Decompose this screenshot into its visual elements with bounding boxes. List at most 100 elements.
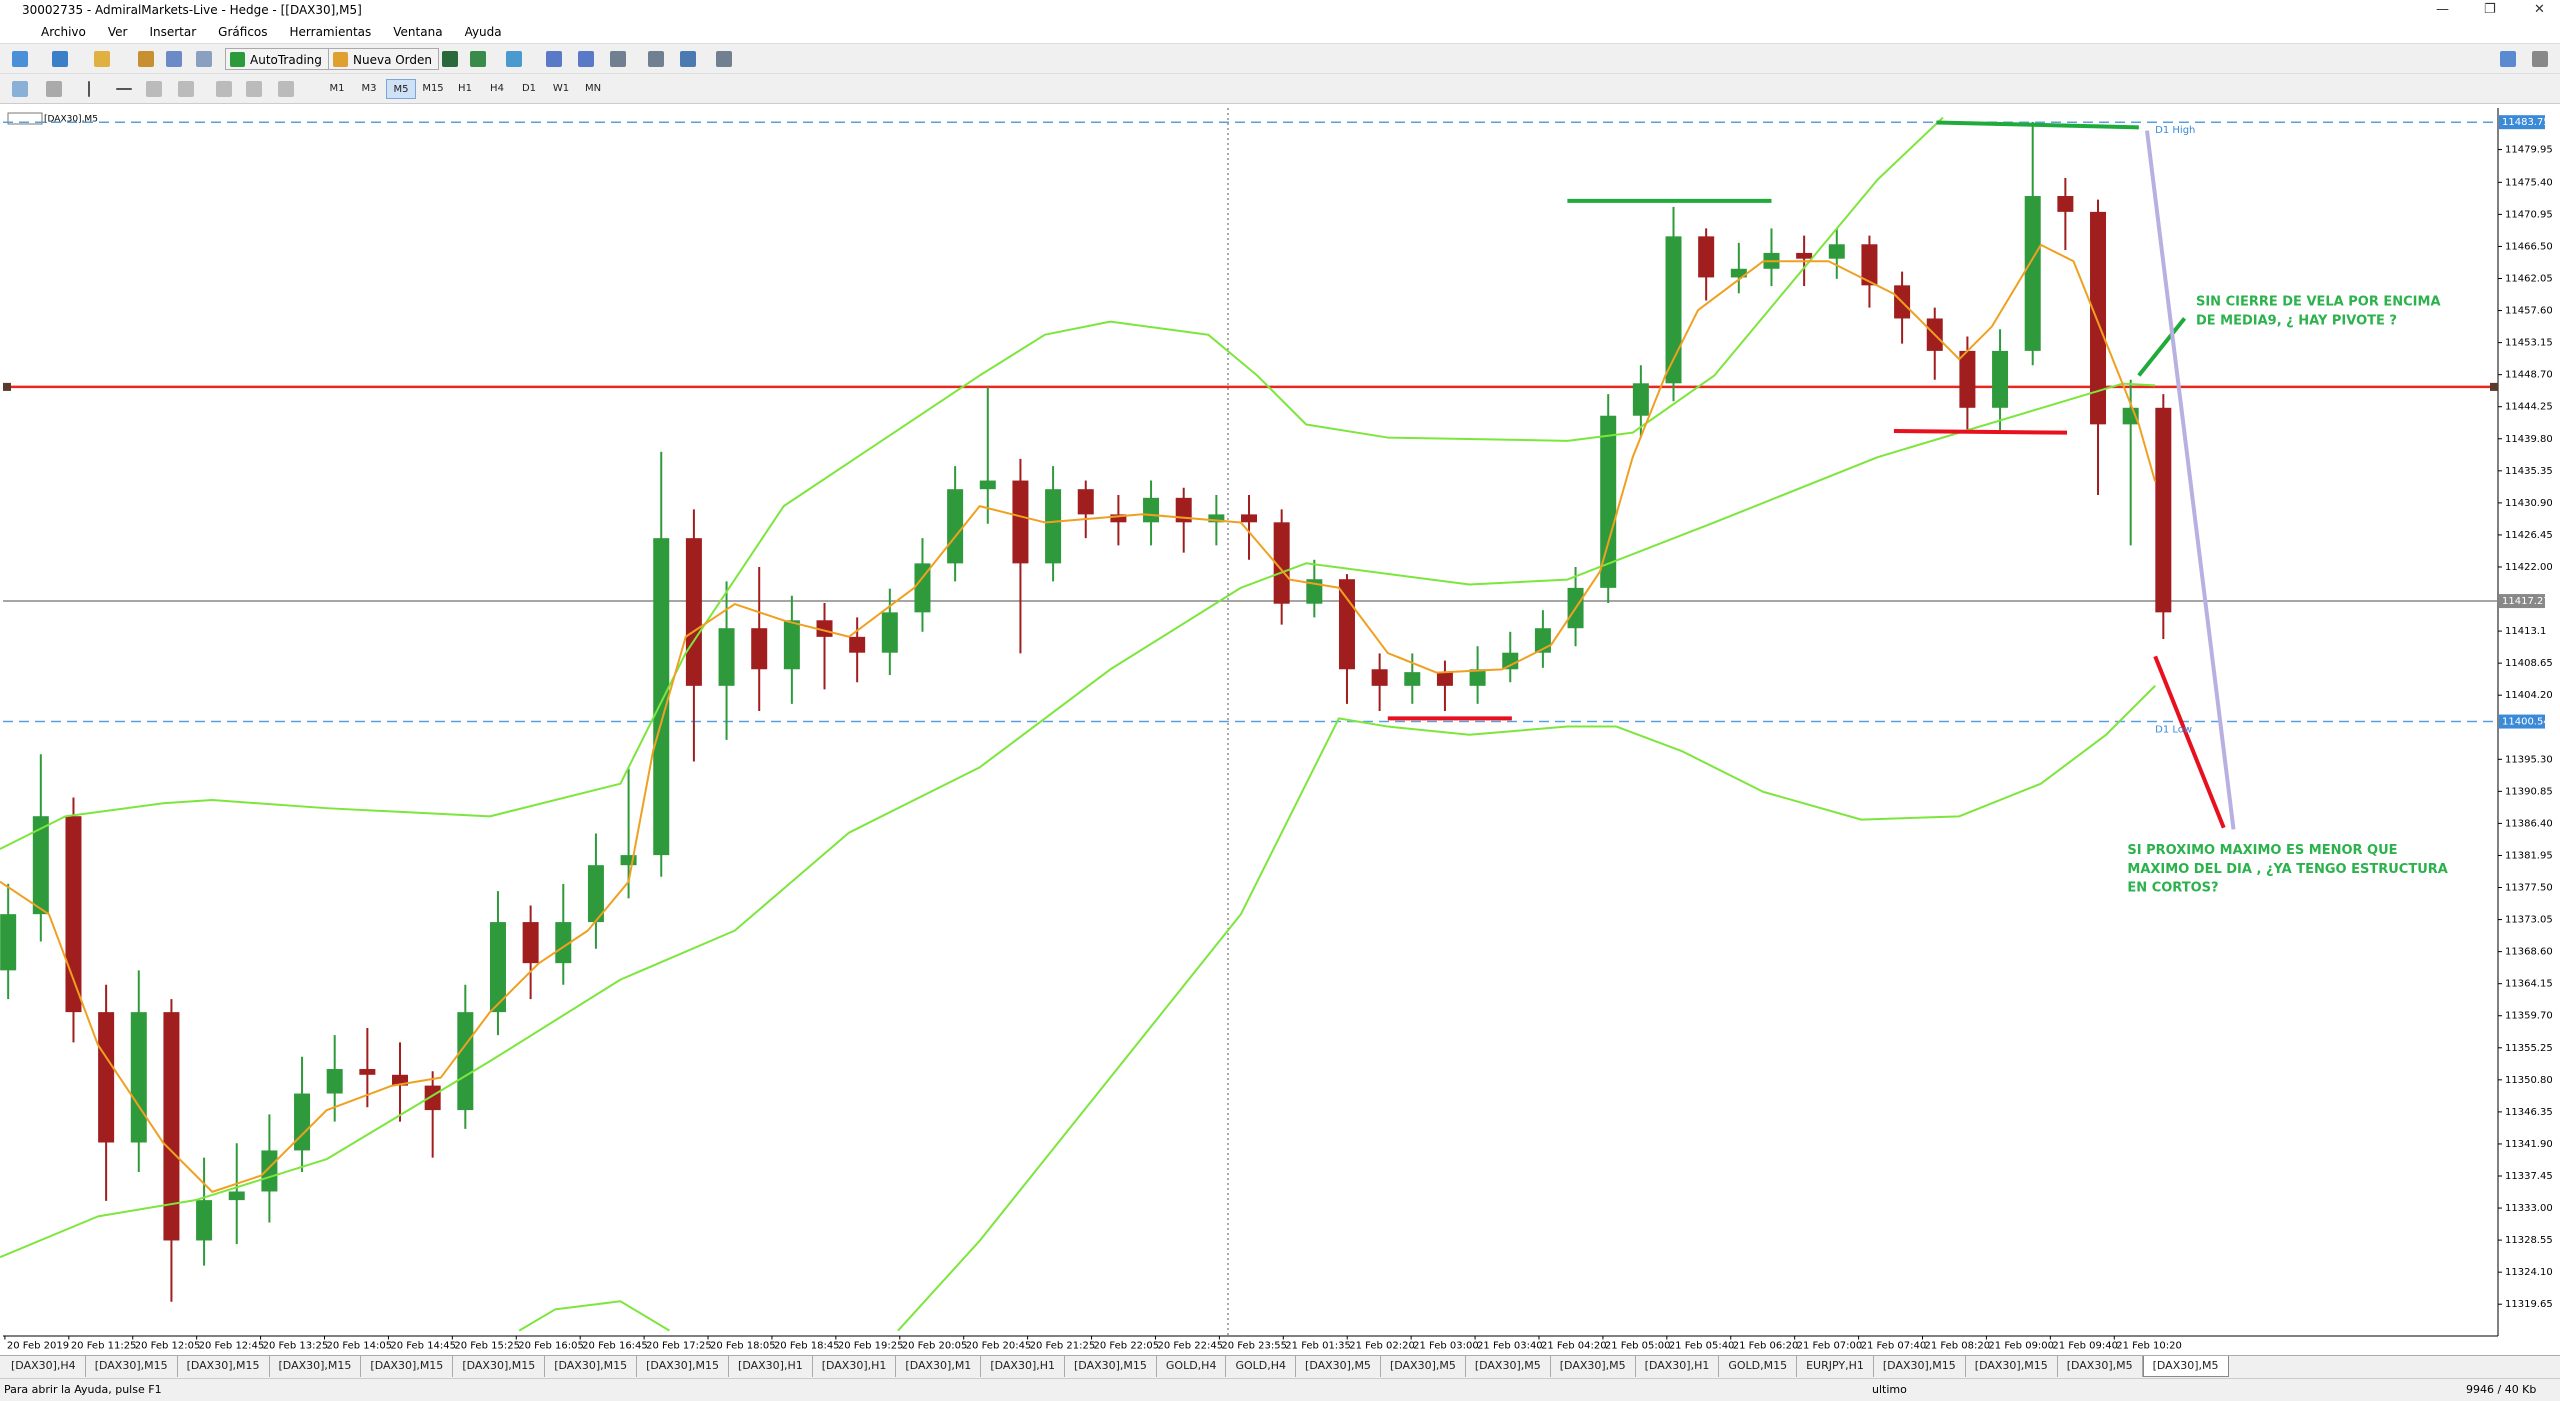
chart-tab[interactable]: [DAX30],H1	[729, 1356, 813, 1377]
chart-tab[interactable]: [DAX30],M15	[545, 1356, 638, 1377]
x-tick-label: 21 Feb 07:40	[1861, 1341, 1927, 1352]
x-tick-label: 20 Feb 20:05	[902, 1341, 968, 1352]
timeframe-button[interactable]: H4	[490, 83, 504, 94]
icon[interactable]	[442, 51, 458, 67]
x-tick-label: 20 Feb 18:05	[710, 1341, 776, 1352]
y-tick-label: 11346.35	[2505, 1107, 2553, 1118]
arrow-tool[interactable]	[278, 81, 294, 97]
timeframe-button[interactable]: MN	[584, 83, 602, 94]
candle-body	[1796, 252, 1813, 259]
chart-tab[interactable]: [DAX30],H1	[813, 1356, 897, 1377]
icon[interactable]	[680, 51, 696, 67]
candle-body	[163, 1012, 180, 1241]
candle-body	[130, 1012, 147, 1143]
chart-tab[interactable]: [DAX30],M5	[2058, 1356, 2143, 1377]
icon[interactable]	[138, 51, 154, 67]
icon[interactable]	[546, 51, 562, 67]
x-tick-label: 21 Feb 08:20	[1925, 1341, 1991, 1352]
timeframe-button[interactable]: M5	[386, 79, 416, 99]
chart-tab[interactable]: [DAX30],M5	[2142, 1356, 2229, 1377]
icon[interactable]	[648, 51, 664, 67]
y-tick-label: 11390.85	[2505, 786, 2553, 797]
x-tick-label: 20 Feb 22:45	[1157, 1341, 1223, 1352]
candle-body	[718, 628, 735, 686]
chart-tab[interactable]: [DAX30],M15	[361, 1356, 454, 1377]
candle-body	[1665, 236, 1682, 384]
chart-tab[interactable]: [DAX30],M15	[1966, 1356, 2058, 1377]
chart-tab[interactable]: [DAX30],M5	[1466, 1356, 1551, 1377]
chart-tab[interactable]: EURJPY,H1	[1797, 1356, 1874, 1377]
chart-tab[interactable]: [DAX30],M15	[270, 1356, 362, 1377]
candle-body	[1632, 383, 1649, 416]
chart-tab[interactable]: [DAX30],M5	[1296, 1356, 1381, 1377]
icon[interactable]	[52, 51, 68, 67]
crosshair-tool[interactable]	[46, 81, 62, 97]
candle-body	[2090, 211, 2107, 425]
x-tick-label: 21 Feb 01:35	[1285, 1341, 1351, 1352]
candle-body	[1143, 497, 1160, 523]
y-tick-label: 11337.45	[2505, 1171, 2553, 1182]
candle-body	[1077, 489, 1094, 515]
trendline-tool[interactable]	[146, 81, 162, 97]
fibo-tool[interactable]	[216, 81, 232, 97]
chart-tab[interactable]: GOLD,H4	[1157, 1356, 1227, 1377]
menu-item[interactable]: Gráficos	[218, 24, 268, 39]
timeframe-button[interactable]: M15	[422, 83, 444, 94]
timeframe-button[interactable]: W1	[552, 83, 570, 94]
icon[interactable]	[716, 51, 732, 67]
chart-tab[interactable]: [DAX30],M5	[1381, 1356, 1466, 1377]
timeframe-button[interactable]: H1	[458, 83, 472, 94]
icon[interactable]	[12, 51, 28, 67]
chart-tab[interactable]: [DAX30],M1	[896, 1356, 982, 1377]
vline-tool[interactable]	[88, 81, 90, 97]
icon[interactable]	[506, 51, 522, 67]
chart-tab[interactable]: [DAX30],M15	[637, 1356, 730, 1377]
chart-tab[interactable]: [DAX30],M15	[1874, 1356, 1966, 1377]
chart-tab[interactable]: [DAX30],H1	[981, 1356, 1065, 1377]
candle-body	[1110, 514, 1127, 523]
chart-tab[interactable]: [DAX30],H4	[2, 1356, 86, 1377]
timeframe-button[interactable]: M3	[361, 83, 377, 94]
icon[interactable]	[470, 51, 486, 67]
chart-symbol: [DAX30],M5	[44, 115, 98, 125]
icon[interactable]	[610, 51, 626, 67]
chart-tab[interactable]: [DAX30],H1	[1636, 1356, 1720, 1377]
new-order-button[interactable]: Nueva Orden	[328, 48, 440, 70]
maximize[interactable]: ❐	[2484, 2, 2496, 17]
icon[interactable]	[94, 51, 110, 67]
y-tick-label: 11426.45	[2505, 530, 2553, 541]
menu-item[interactable]: Insertar	[149, 24, 197, 39]
chart-tab[interactable]: GOLD,H4	[1226, 1356, 1297, 1377]
timeframe-button[interactable]: D1	[521, 83, 537, 94]
hline-tool[interactable]	[116, 88, 132, 90]
menu-item[interactable]: Ventana	[393, 24, 443, 39]
bollinger-middle	[0, 384, 2155, 1257]
close[interactable]: ✕	[2534, 2, 2545, 17]
icon[interactable]	[196, 51, 212, 67]
candle-body	[2155, 407, 2172, 613]
menu-item[interactable]: Ver	[107, 24, 128, 39]
d1-price-label: 11400.54	[2502, 717, 2550, 728]
chart-tab[interactable]: [DAX30],M5	[1551, 1356, 1636, 1377]
x-tick-label: 21 Feb 09:00	[1988, 1341, 2054, 1352]
autotrading-button[interactable]: AutoTrading	[225, 48, 329, 70]
search[interactable]	[2500, 51, 2516, 67]
minimize[interactable]: —	[2436, 2, 2449, 17]
timeframe-button[interactable]: M1	[329, 83, 345, 94]
chart-tab[interactable]: GOLD,M15	[1719, 1356, 1798, 1377]
candle-body	[1273, 522, 1290, 604]
menu-item[interactable]: Archivo	[41, 24, 86, 39]
settings[interactable]	[2532, 51, 2548, 67]
chart-tab[interactable]: [DAX30],M15	[86, 1356, 178, 1377]
channel-tool[interactable]	[178, 81, 194, 97]
menu-item[interactable]: Herramientas	[289, 24, 372, 39]
chart-tab[interactable]: [DAX30],M15	[453, 1356, 546, 1377]
chart-tab[interactable]: [DAX30],M15	[178, 1356, 270, 1377]
cursor-tool[interactable]	[12, 81, 28, 97]
current-price-label: 11417.27	[2502, 596, 2550, 607]
menu-item[interactable]: Ayuda	[464, 24, 502, 39]
text-tool[interactable]	[246, 81, 262, 97]
icon[interactable]	[578, 51, 594, 67]
icon[interactable]	[166, 51, 182, 67]
chart-tab[interactable]: [DAX30],M15	[1065, 1356, 1157, 1377]
